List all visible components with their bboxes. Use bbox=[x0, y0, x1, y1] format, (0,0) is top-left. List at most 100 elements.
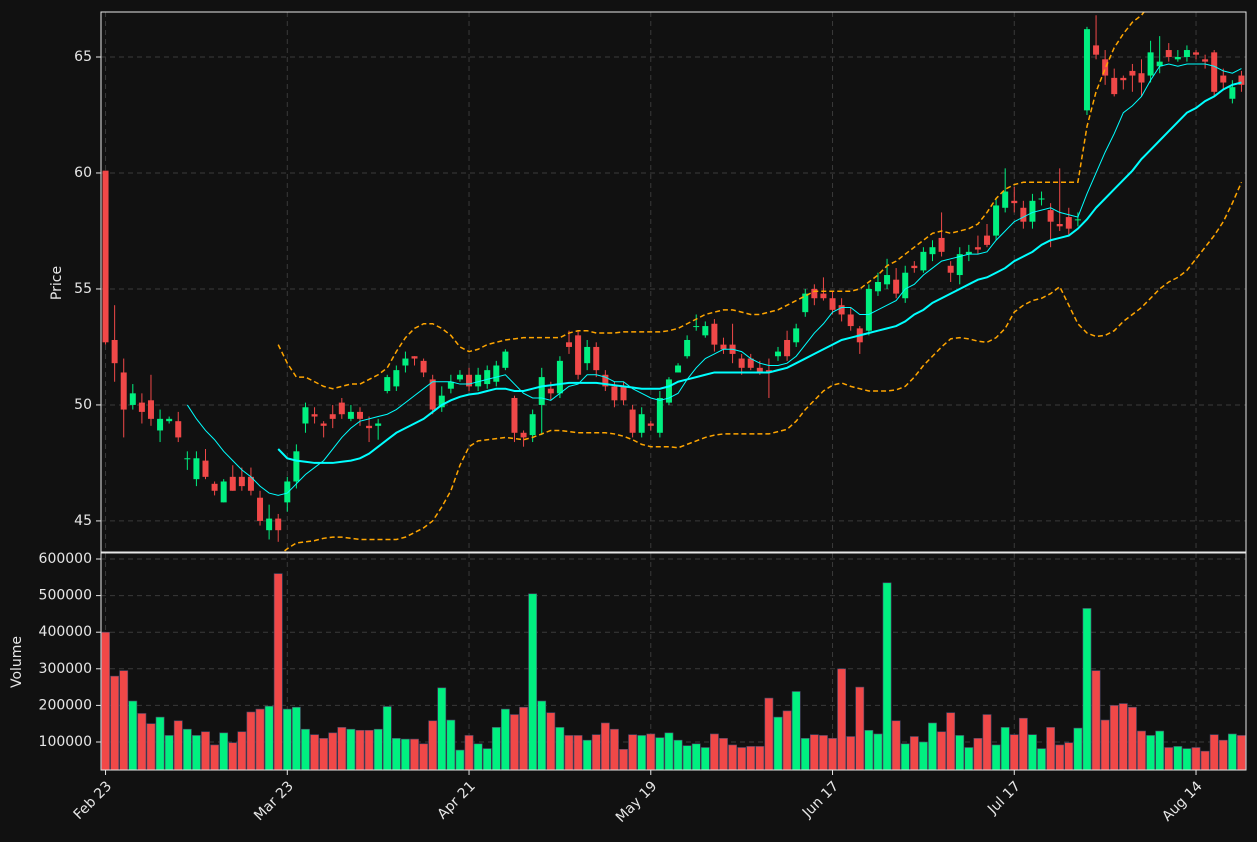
volume-bar bbox=[855, 686, 865, 770]
volume-bar bbox=[1000, 727, 1010, 770]
x-tick-label: Mar 23 bbox=[251, 778, 297, 824]
candle-body bbox=[356, 411, 363, 419]
candle-body bbox=[665, 379, 672, 403]
volume-bar bbox=[837, 668, 847, 770]
line bbox=[281, 181, 1243, 552]
candle-body bbox=[229, 476, 236, 491]
candle-body bbox=[311, 414, 318, 417]
candle-body bbox=[575, 335, 582, 375]
volume-bar bbox=[646, 733, 656, 770]
candle-body bbox=[1065, 217, 1072, 229]
candle-body bbox=[1156, 61, 1163, 67]
y-tick-label: 50 bbox=[74, 397, 92, 413]
candle-body bbox=[211, 483, 218, 491]
candle-body bbox=[620, 386, 627, 401]
volume-bar bbox=[519, 706, 528, 770]
volume-bar bbox=[373, 728, 383, 770]
candle-body bbox=[829, 298, 836, 310]
line bbox=[277, 81, 1242, 464]
candle-body bbox=[784, 339, 791, 357]
candle-body bbox=[720, 344, 727, 350]
volume-bar bbox=[1082, 608, 1092, 770]
candle-body bbox=[565, 342, 572, 347]
candle-body bbox=[320, 423, 327, 426]
volume-bar bbox=[391, 738, 401, 770]
candle-body bbox=[874, 282, 881, 292]
volume-bar bbox=[1028, 734, 1037, 770]
candle-body bbox=[711, 323, 718, 345]
volume-bar bbox=[1155, 730, 1165, 770]
volume-bar bbox=[582, 739, 592, 770]
candle-body bbox=[847, 314, 854, 327]
x-tick-label: Jul 17 bbox=[984, 778, 1024, 818]
volume-bar bbox=[655, 737, 665, 770]
volume-bar bbox=[1146, 735, 1155, 770]
candle-body bbox=[965, 251, 972, 255]
volume-bar bbox=[628, 734, 637, 770]
volume-bar bbox=[364, 729, 374, 770]
volume-bar bbox=[319, 738, 329, 770]
volume-bar bbox=[310, 734, 319, 770]
candle-body bbox=[838, 305, 845, 315]
volume-bar bbox=[782, 710, 792, 770]
volume-bar bbox=[1218, 739, 1228, 770]
candle-body bbox=[1111, 77, 1118, 95]
volume-bar bbox=[791, 691, 801, 770]
candle-body bbox=[984, 235, 991, 245]
volume-bar bbox=[873, 733, 883, 770]
volume-bar bbox=[937, 731, 946, 770]
candle-body bbox=[929, 247, 936, 255]
candle-body bbox=[120, 372, 127, 410]
candle-body bbox=[1120, 77, 1127, 81]
volume-bar bbox=[137, 713, 147, 770]
volume-bar bbox=[1009, 734, 1019, 770]
candle-body bbox=[1202, 59, 1209, 62]
volume-bar bbox=[1018, 717, 1028, 770]
x-tick-label: Apr 21 bbox=[435, 778, 479, 822]
y-tick-label: 55 bbox=[74, 281, 92, 297]
volume-bar bbox=[192, 735, 201, 770]
candle-body bbox=[1211, 52, 1218, 92]
candle-body bbox=[1038, 198, 1045, 200]
volume-bar bbox=[728, 744, 737, 770]
volume-bar bbox=[1046, 727, 1056, 770]
volume-bar bbox=[446, 719, 456, 770]
volume-bar bbox=[1164, 747, 1174, 770]
volume-bar bbox=[246, 711, 256, 770]
volume-bar bbox=[182, 728, 192, 770]
candle-body bbox=[511, 397, 518, 433]
candle-body bbox=[157, 418, 164, 431]
volume-bar bbox=[219, 732, 229, 770]
volume-bar bbox=[237, 731, 247, 770]
y-tick-label: 300000 bbox=[39, 661, 92, 677]
candle-body bbox=[1083, 29, 1090, 111]
volume-bar bbox=[510, 714, 519, 770]
volume-bar bbox=[919, 741, 928, 770]
volume-bar bbox=[882, 582, 892, 770]
volume-bar bbox=[337, 727, 347, 770]
candle-body bbox=[993, 205, 1000, 236]
candle-body bbox=[893, 279, 900, 294]
x-tick-label: May 19 bbox=[613, 778, 661, 826]
candle-body bbox=[1174, 57, 1181, 60]
volume-bar bbox=[255, 708, 265, 770]
candle-body bbox=[802, 293, 809, 313]
candle-body bbox=[775, 351, 782, 357]
candle-body bbox=[738, 358, 745, 368]
candle-body bbox=[1229, 87, 1236, 99]
candle-body bbox=[611, 386, 618, 401]
candle-body bbox=[865, 288, 872, 331]
y-tick-label: 60 bbox=[74, 165, 92, 181]
y-tick-label: 100000 bbox=[39, 734, 92, 750]
volume-bar bbox=[764, 697, 774, 770]
x-tick-label: Jun 17 bbox=[799, 778, 842, 821]
candle-body bbox=[420, 360, 427, 373]
candle-body bbox=[1102, 59, 1109, 76]
candle-body bbox=[529, 414, 536, 436]
x-tick-label: Aug 14 bbox=[1159, 778, 1205, 824]
volume-bar bbox=[355, 729, 365, 770]
volume-bar bbox=[1064, 742, 1074, 770]
volume-bar bbox=[437, 687, 447, 770]
